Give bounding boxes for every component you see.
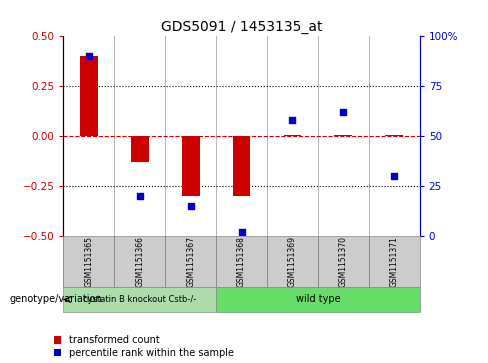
Point [288,117,296,123]
Bar [182,136,200,196]
Point [390,173,398,179]
Text: GSM1151370: GSM1151370 [339,236,348,287]
Text: GSM1151371: GSM1151371 [390,236,399,287]
Text: cystatin B knockout Cstb-/-: cystatin B knockout Cstb-/- [83,295,196,304]
Bar [386,135,403,136]
Point [340,109,347,115]
Text: GSM1151369: GSM1151369 [288,236,297,287]
Bar [369,236,420,287]
Bar [165,236,216,287]
Bar [63,236,114,287]
Bar [334,135,352,136]
Bar [267,236,318,287]
Point [187,203,195,209]
Text: GSM1151365: GSM1151365 [84,236,93,287]
Bar [114,236,165,287]
Title: GDS5091 / 1453135_at: GDS5091 / 1453135_at [161,20,322,34]
Text: GSM1151367: GSM1151367 [186,236,195,287]
Bar [63,287,216,312]
Legend: transformed count, percentile rank within the sample: transformed count, percentile rank withi… [54,335,234,358]
Bar [216,236,267,287]
Text: GSM1151366: GSM1151366 [135,236,144,287]
Point [136,193,143,199]
Bar [216,287,420,312]
Bar [80,56,98,136]
Point [238,229,245,235]
Point [85,53,93,59]
Bar [131,136,149,162]
Text: GSM1151368: GSM1151368 [237,236,246,287]
Text: wild type: wild type [296,294,340,305]
Text: genotype/variation: genotype/variation [10,294,102,305]
Bar [318,236,369,287]
Bar [284,135,302,136]
Bar [233,136,250,196]
